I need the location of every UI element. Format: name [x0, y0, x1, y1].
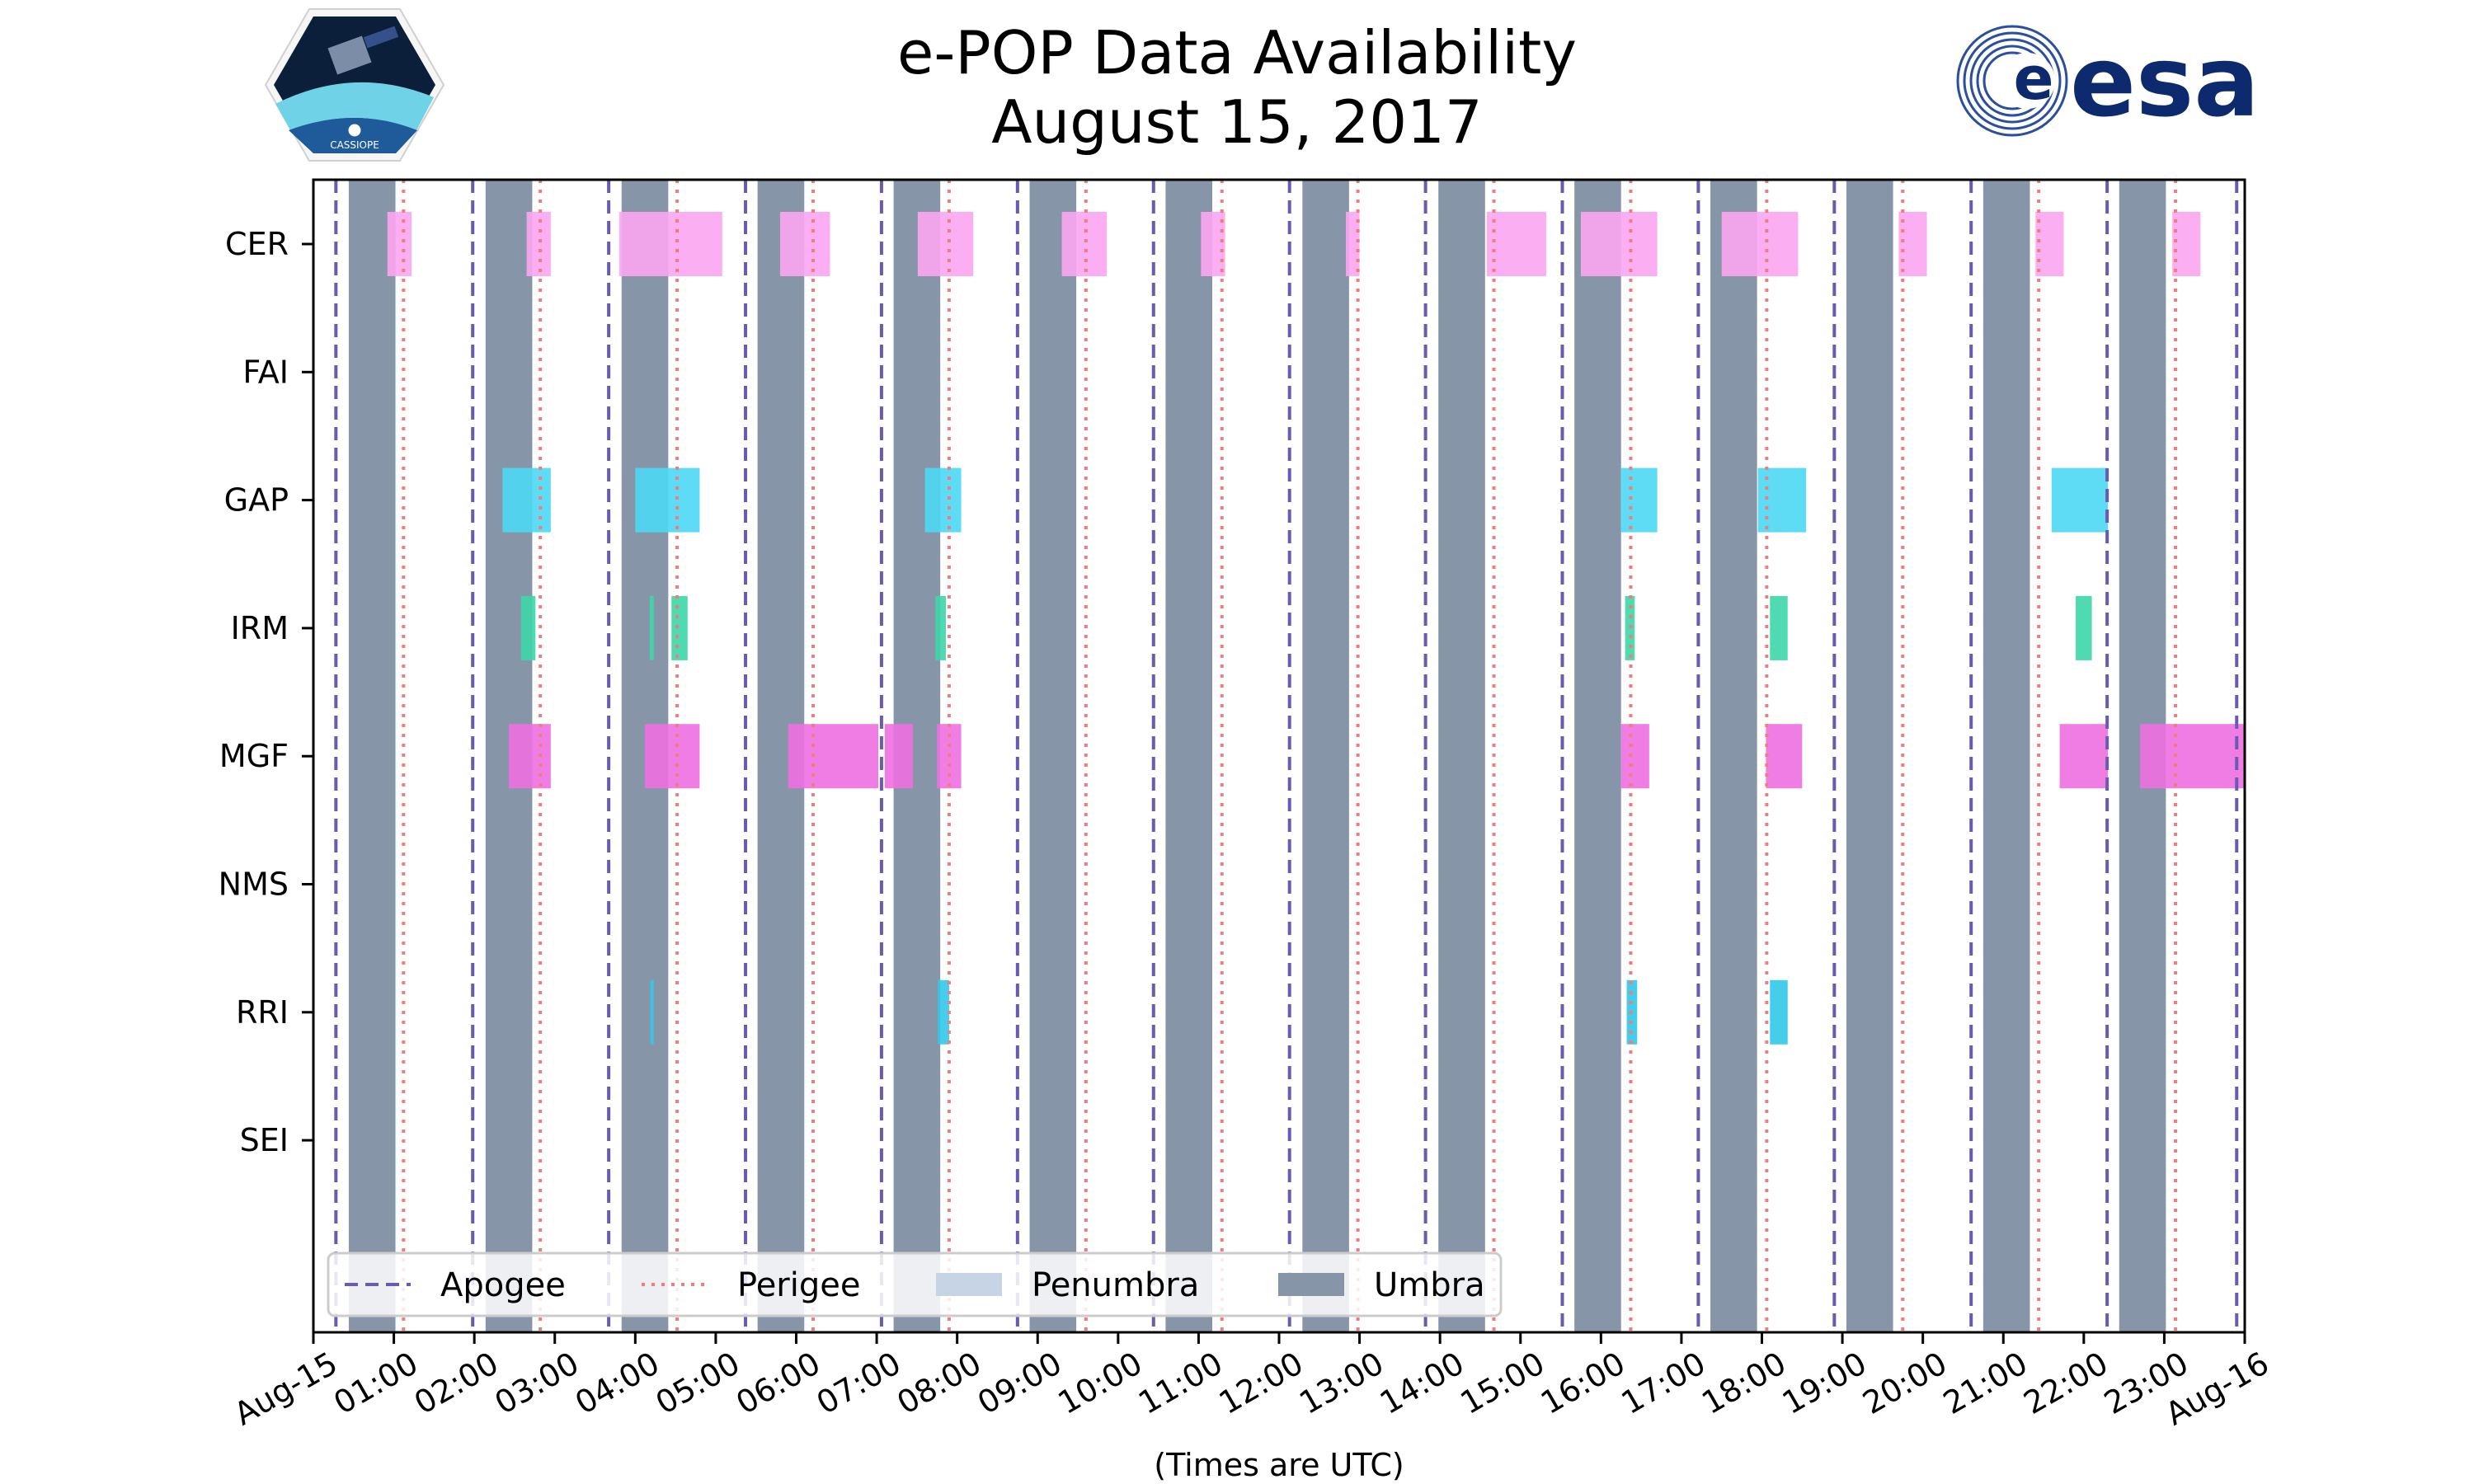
- availability-bar-irm: [671, 595, 688, 660]
- x-tick-label: 18:00: [1696, 1345, 1792, 1421]
- legend-penumbra-swatch: [936, 1273, 1002, 1296]
- x-tick-label: 20:00: [1856, 1345, 1953, 1421]
- x-tick-label: 19:00: [1776, 1345, 1873, 1421]
- umbra-band: [1165, 180, 1213, 1332]
- availability-bar-cer: [1721, 212, 1799, 276]
- x-tick-label: 21:00: [1937, 1345, 2034, 1421]
- availability-bar-mgf: [884, 724, 913, 789]
- x-tick-label: 11:00: [1132, 1345, 1229, 1421]
- availability-bar-irm: [1770, 595, 1788, 660]
- x-tick-label: 13:00: [1293, 1345, 1390, 1421]
- esa-logo: e esa: [1956, 25, 2260, 139]
- availability-bar-mgf: [645, 724, 700, 789]
- availability-bar-mgf: [509, 724, 551, 789]
- availability-bar-irm: [2076, 595, 2092, 660]
- availability-bar-mgf: [2059, 724, 2109, 789]
- legend-frame: [327, 1252, 1503, 1317]
- availability-bar-rri: [650, 979, 654, 1045]
- availability-bar-gap: [635, 467, 700, 533]
- availability-bar-gap: [502, 467, 551, 533]
- umbra-band: [1302, 180, 1349, 1332]
- availability-bar-mgf: [2140, 724, 2245, 789]
- plot-area: [334, 180, 2245, 1332]
- umbra-band: [1438, 180, 1485, 1332]
- y-tick-label-rri: RRI: [236, 994, 289, 1031]
- x-tick-label: Aug-15: [228, 1345, 344, 1432]
- availability-bar-cer: [1345, 212, 1360, 276]
- y-tick-label-sei: SEI: [240, 1122, 289, 1158]
- x-tick-label: 01:00: [327, 1345, 424, 1421]
- x-tick-label: 17:00: [1616, 1345, 1712, 1421]
- x-tick-label: 15:00: [1454, 1345, 1550, 1421]
- umbra-band: [1982, 180, 2030, 1332]
- umbra-band: [348, 180, 396, 1332]
- cassiope-logo-text: CASSIOPE: [330, 139, 379, 151]
- availability-bar-irm: [935, 595, 947, 660]
- availability-bar-cer: [618, 212, 722, 276]
- y-tick-label-irm: IRM: [231, 610, 289, 646]
- availability-bar-mgf: [1766, 724, 1803, 789]
- x-tick-label: 16:00: [1535, 1345, 1631, 1421]
- availability-bar-irm: [520, 595, 536, 660]
- availability-bar-irm: [649, 595, 654, 660]
- y-tick-label-gap: GAP: [224, 482, 289, 519]
- availability-bar-cer: [1580, 212, 1658, 276]
- y-tick-label-nms: NMS: [219, 866, 289, 903]
- legend: Apogee Perigee Penumbra Umbra: [327, 1252, 1503, 1317]
- umbra-band: [1846, 180, 1893, 1332]
- legend-label-perigee: Perigee: [737, 1266, 860, 1304]
- availability-bar-cer: [1486, 212, 1546, 276]
- umbra-band: [1029, 180, 1077, 1332]
- availability-bar-mgf: [1620, 724, 1649, 789]
- y-tick-label-cer: CER: [225, 226, 289, 262]
- legend-umbra-swatch: [1278, 1273, 1344, 1296]
- x-tick-label: 07:00: [811, 1345, 907, 1421]
- x-tick-label: 10:00: [1052, 1345, 1149, 1421]
- x-axis-label: (Times are UTC): [1154, 1447, 1404, 1483]
- x-tick-label: 05:00: [650, 1345, 746, 1421]
- cassiope-logo: CASSIOPE: [264, 8, 445, 162]
- x-tick-label: 12:00: [1213, 1345, 1310, 1421]
- legend-label-penumbra: Penumbra: [1032, 1266, 1199, 1304]
- x-tick-label: 14:00: [1374, 1345, 1470, 1421]
- esa-logo-text: esa: [2070, 25, 2260, 139]
- umbra-band: [1574, 180, 1621, 1332]
- availability-bar-cer: [387, 212, 412, 276]
- availability-bar-gap: [924, 467, 962, 533]
- availability-bar-gap: [2051, 467, 2109, 533]
- x-tick-label: 03:00: [488, 1345, 585, 1421]
- legend-label-apogee: Apogee: [440, 1266, 566, 1304]
- x-tick-label: 04:00: [569, 1345, 666, 1421]
- availability-bar-gap: [1620, 467, 1658, 533]
- x-tick-label: 02:00: [408, 1345, 505, 1421]
- chart-title-line1: e-POP Data Availability: [897, 18, 1577, 87]
- x-tick-label: 06:00: [730, 1345, 826, 1421]
- availability-bar-cer: [917, 212, 974, 276]
- availability-bar-cer: [779, 212, 830, 276]
- availability-bar-rri: [938, 979, 949, 1045]
- x-tick-label: 22:00: [2018, 1345, 2114, 1421]
- svg-text:e: e: [2014, 44, 2054, 113]
- availability-bar-mgf: [788, 724, 879, 789]
- y-tick-label-fai: FAI: [242, 354, 289, 390]
- y-tick-label-mgf: MGF: [219, 738, 289, 774]
- plot-frame: [312, 178, 2246, 1334]
- legend-label-umbra: Umbra: [1374, 1266, 1485, 1304]
- umbra-band: [1710, 180, 1757, 1332]
- chart-title-line2: August 15, 2017: [991, 87, 1483, 157]
- x-tick-label: 09:00: [971, 1345, 1068, 1421]
- x-tick-label: 08:00: [891, 1345, 987, 1421]
- chart-title: e-POP Data Availability August 15, 2017: [0, 18, 2474, 157]
- availability-bar-rri: [1770, 979, 1788, 1045]
